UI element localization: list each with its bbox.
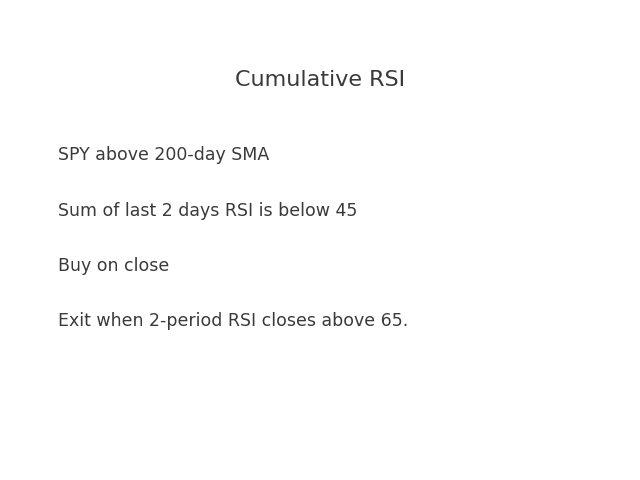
Text: SPY above 200-day SMA: SPY above 200-day SMA	[58, 146, 269, 164]
Text: Sum of last 2 days RSI is below 45: Sum of last 2 days RSI is below 45	[58, 202, 357, 220]
Text: Buy on close: Buy on close	[58, 257, 169, 275]
Text: Cumulative RSI: Cumulative RSI	[235, 70, 405, 90]
Text: Exit when 2-period RSI closes above 65.: Exit when 2-period RSI closes above 65.	[58, 312, 408, 330]
